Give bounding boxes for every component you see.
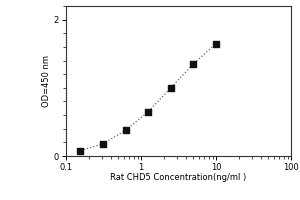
Point [78, 149, 83, 152]
Point [168, 86, 173, 89]
Point [146, 110, 151, 113]
Point [123, 128, 128, 132]
Y-axis label: OD=450 nm: OD=450 nm [42, 55, 51, 107]
Point [214, 42, 218, 45]
Point [101, 142, 106, 145]
X-axis label: Rat CHD5 Concentration(ng/ml ): Rat CHD5 Concentration(ng/ml ) [110, 173, 247, 182]
Point [191, 62, 196, 66]
